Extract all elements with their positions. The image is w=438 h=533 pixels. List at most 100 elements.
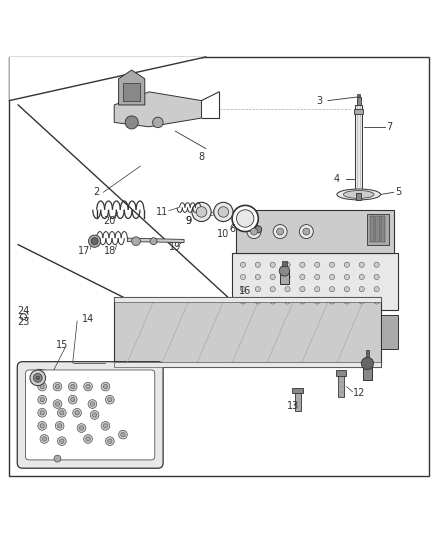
Circle shape (55, 384, 60, 389)
Ellipse shape (337, 189, 381, 200)
Circle shape (103, 384, 108, 389)
Circle shape (40, 384, 44, 389)
Text: 18: 18 (104, 246, 116, 256)
Bar (356, 193, 361, 200)
Circle shape (40, 410, 44, 415)
Circle shape (92, 413, 97, 417)
Text: 20: 20 (104, 216, 116, 225)
Text: 9: 9 (185, 216, 191, 225)
Text: 12: 12 (353, 388, 365, 398)
Text: 10: 10 (217, 229, 230, 239)
Circle shape (232, 205, 258, 231)
Circle shape (40, 398, 44, 402)
Circle shape (270, 274, 276, 280)
Circle shape (106, 395, 114, 404)
Circle shape (344, 299, 350, 304)
Circle shape (277, 228, 284, 235)
Circle shape (119, 430, 127, 439)
Circle shape (374, 299, 379, 304)
Text: 11: 11 (156, 207, 168, 217)
Bar (114, 297, 381, 302)
Bar (375, 216, 380, 243)
FancyBboxPatch shape (237, 210, 394, 253)
Circle shape (270, 299, 276, 304)
Circle shape (77, 424, 86, 432)
Circle shape (86, 384, 90, 389)
Circle shape (329, 299, 335, 304)
Bar (355, 105, 362, 192)
Text: 5: 5 (395, 187, 401, 197)
Circle shape (285, 274, 290, 280)
Circle shape (255, 287, 261, 292)
Circle shape (90, 410, 99, 419)
Circle shape (88, 400, 97, 408)
Circle shape (285, 287, 290, 292)
Circle shape (90, 402, 95, 406)
Bar (280, 271, 289, 284)
FancyBboxPatch shape (25, 370, 155, 460)
Circle shape (38, 395, 46, 404)
Circle shape (57, 408, 66, 417)
Circle shape (300, 287, 305, 292)
Bar (338, 374, 344, 398)
Text: 8: 8 (198, 152, 205, 163)
Circle shape (38, 422, 46, 430)
Circle shape (329, 274, 335, 280)
Text: 24: 24 (17, 306, 30, 316)
Circle shape (359, 274, 364, 280)
Text: 15: 15 (56, 340, 68, 350)
Bar (381, 314, 398, 350)
Circle shape (300, 262, 305, 268)
Circle shape (300, 274, 305, 280)
Circle shape (84, 382, 92, 391)
FancyBboxPatch shape (17, 362, 163, 468)
Text: 2: 2 (94, 187, 100, 197)
Circle shape (38, 382, 46, 391)
Circle shape (101, 382, 110, 391)
Polygon shape (10, 57, 206, 101)
Circle shape (314, 299, 320, 304)
Bar (336, 370, 346, 376)
Circle shape (108, 398, 112, 402)
Circle shape (55, 422, 64, 430)
Circle shape (344, 287, 350, 292)
Circle shape (255, 226, 262, 233)
Ellipse shape (343, 190, 374, 198)
Circle shape (36, 376, 39, 379)
Circle shape (75, 410, 79, 415)
Circle shape (240, 299, 246, 304)
Circle shape (329, 287, 335, 292)
Bar (282, 261, 287, 265)
Text: 6: 6 (229, 224, 235, 235)
Circle shape (300, 299, 305, 304)
Circle shape (106, 437, 114, 446)
Circle shape (68, 382, 77, 391)
Circle shape (214, 203, 233, 222)
Circle shape (237, 210, 254, 227)
Bar (367, 214, 389, 245)
Polygon shape (114, 92, 201, 127)
Text: 17: 17 (78, 246, 90, 256)
Bar (354, 109, 363, 114)
Circle shape (196, 207, 207, 217)
Circle shape (314, 287, 320, 292)
Circle shape (60, 410, 64, 415)
Circle shape (374, 262, 379, 268)
Circle shape (255, 262, 261, 268)
Circle shape (54, 455, 61, 462)
Circle shape (53, 400, 62, 408)
Bar (292, 388, 303, 393)
Circle shape (359, 299, 364, 304)
Bar (294, 391, 300, 410)
Circle shape (303, 228, 310, 235)
Circle shape (68, 395, 77, 404)
Circle shape (255, 274, 261, 280)
Text: 16: 16 (239, 286, 251, 295)
Circle shape (251, 228, 258, 235)
Circle shape (150, 238, 157, 245)
Circle shape (132, 237, 141, 246)
Circle shape (57, 437, 66, 446)
Circle shape (121, 432, 125, 437)
Circle shape (88, 235, 101, 247)
Polygon shape (127, 238, 184, 243)
